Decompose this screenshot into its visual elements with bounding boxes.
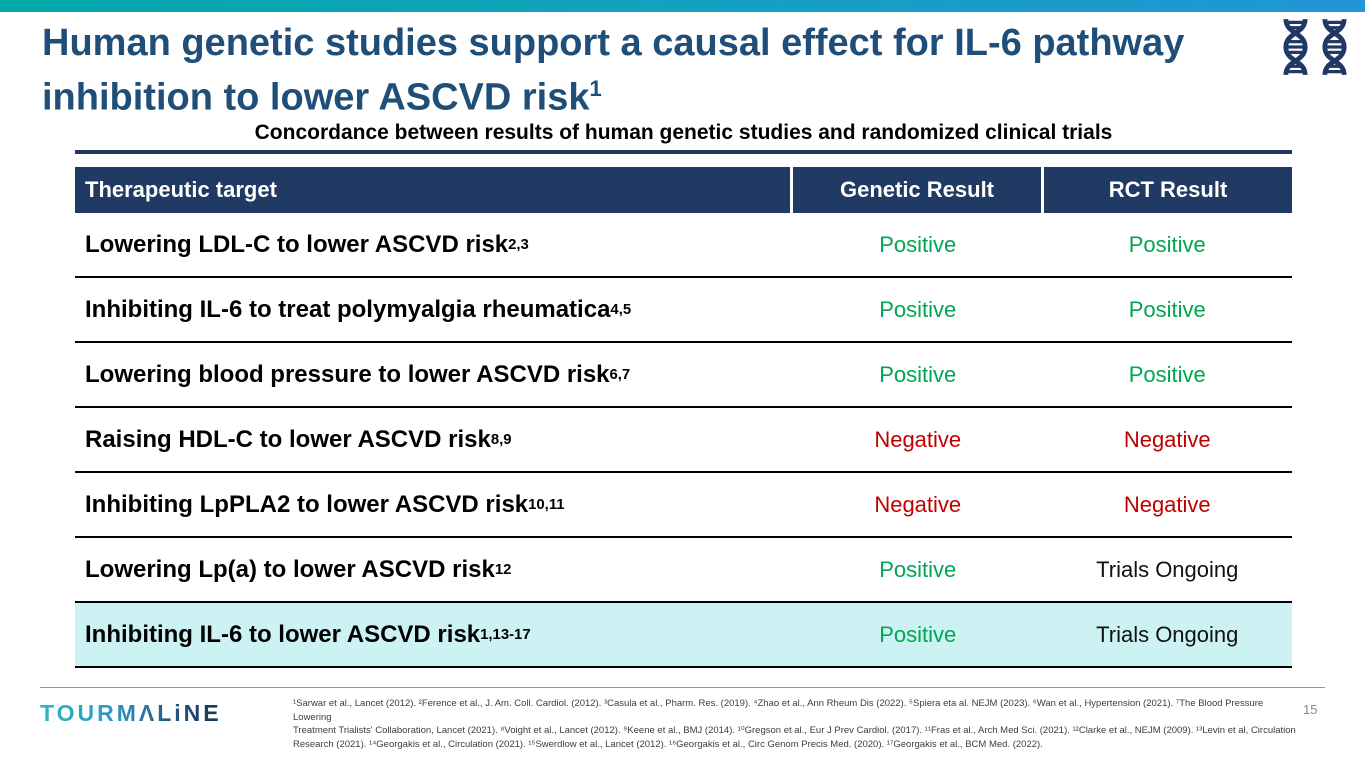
genetic-result-cell: Positive bbox=[879, 361, 957, 387]
caption-underline bbox=[75, 150, 1292, 154]
table-row: Raising HDL-C to lower ASCVD risk 8,9 Neg… bbox=[75, 408, 1292, 473]
table-row-highlighted: Inhibiting IL-6 to lower ASCVD risk 1,13-… bbox=[75, 603, 1292, 668]
top-accent-bar bbox=[0, 0, 1365, 12]
table-row: Lowering LDL-C to lower ASCVD risk 2,3 Po… bbox=[75, 213, 1292, 278]
therapeutic-target-cell: Raising HDL-C to lower ASCVD risk 8,9 bbox=[85, 425, 512, 453]
slide-title-line2: inhibition to lower ASCVD risk bbox=[42, 76, 590, 119]
target-label: Raising HDL-C to lower ASCVD risk bbox=[85, 425, 491, 453]
therapeutic-target-cell: Lowering Lp(a) to lower ASCVD risk 12 bbox=[85, 555, 512, 583]
citations-line1: ¹Sarwar et al., Lancet (2012). ²Ference … bbox=[293, 698, 1264, 723]
rct-result-cell: Negative bbox=[1123, 426, 1211, 452]
rct-result-cell: Positive bbox=[1128, 296, 1206, 322]
genetic-result-cell: Negative bbox=[874, 491, 962, 517]
dna-double-helix-icon bbox=[1279, 17, 1351, 77]
table-header-row: Therapeutic target Genetic Result RCT Re… bbox=[75, 167, 1292, 213]
table-row: Inhibiting LpPLA2 to lower ASCVD risk 10,… bbox=[75, 473, 1292, 538]
genetic-result-cell: Positive bbox=[879, 231, 957, 257]
dna-helix-left-icon bbox=[1283, 18, 1308, 76]
tourmaline-logo: TOURMΛLiNE bbox=[40, 700, 222, 726]
column-header-therapeutic-target: Therapeutic target bbox=[75, 167, 793, 213]
rct-result-cell: Trials Ongoing bbox=[1096, 621, 1239, 647]
target-label: Inhibiting IL-6 to lower ASCVD risk bbox=[85, 620, 481, 648]
rct-result-cell: Positive bbox=[1128, 231, 1206, 257]
target-label: Lowering Lp(a) to lower ASCVD risk bbox=[85, 555, 495, 583]
table-row: Inhibiting IL-6 to treat polymyalgia rhe… bbox=[75, 278, 1292, 343]
slide-title: Human genetic studies support a causal e… bbox=[42, 20, 1292, 121]
slide-title-superscript: 1 bbox=[589, 76, 602, 101]
table-row: Lowering Lp(a) to lower ASCVD risk 12 Pos… bbox=[75, 538, 1292, 603]
rct-result-cell: Trials Ongoing bbox=[1096, 556, 1239, 582]
citations-line2: Treatment Trialists' Collaboration, Lanc… bbox=[293, 725, 1296, 736]
rct-result-cell: Positive bbox=[1128, 361, 1206, 387]
target-label: Inhibiting IL-6 to treat polymyalgia rhe… bbox=[85, 295, 611, 323]
column-header-genetic-result: Genetic Result bbox=[793, 167, 1044, 213]
citations-line3: Research (2021). ¹⁴Georgakis et al., Cir… bbox=[293, 738, 1043, 750]
therapeutic-target-cell: Lowering blood pressure to lower ASCVD r… bbox=[85, 360, 631, 388]
concordance-table: Therapeutic target Genetic Result RCT Re… bbox=[75, 167, 1292, 668]
table-caption: Concordance between results of human gen… bbox=[254, 121, 1113, 144]
therapeutic-target-cell: Lowering LDL-C to lower ASCVD risk 2,3 bbox=[85, 230, 529, 258]
target-label: Lowering blood pressure to lower ASCVD r… bbox=[85, 360, 610, 388]
target-label: Inhibiting LpPLA2 to lower ASCVD risk bbox=[85, 490, 529, 518]
page-number: 15 bbox=[1303, 702, 1318, 717]
slide-title-line1: Human genetic studies support a causal e… bbox=[42, 22, 1185, 64]
footer-divider bbox=[40, 687, 1325, 688]
genetic-result-cell: Negative bbox=[874, 426, 962, 452]
citations: ¹Sarwar et al., Lancet (2012). ²Ference … bbox=[293, 697, 1298, 751]
table-row: Lowering blood pressure to lower ASCVD r… bbox=[75, 343, 1292, 408]
rct-result-cell: Negative bbox=[1123, 491, 1211, 517]
genetic-result-cell: Positive bbox=[879, 556, 957, 582]
column-header-rct-result: RCT Result bbox=[1044, 167, 1292, 213]
target-label: Lowering LDL-C to lower ASCVD risk bbox=[85, 230, 509, 258]
genetic-result-cell: Positive bbox=[879, 296, 957, 322]
therapeutic-target-cell: Inhibiting IL-6 to treat polymyalgia rhe… bbox=[85, 295, 632, 323]
genetic-result-cell: Positive bbox=[879, 621, 957, 647]
dna-helix-right-icon bbox=[1322, 18, 1347, 76]
therapeutic-target-cell: Inhibiting IL-6 to lower ASCVD risk 1,13-… bbox=[85, 620, 531, 648]
therapeutic-target-cell: Inhibiting LpPLA2 to lower ASCVD risk 10,… bbox=[85, 490, 565, 518]
